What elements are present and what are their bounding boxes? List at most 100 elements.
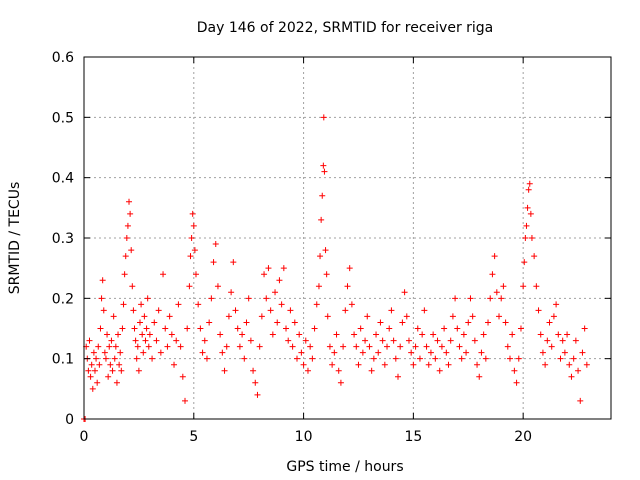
data-point (460, 331, 467, 338)
data-point (348, 301, 355, 308)
data-point (254, 391, 261, 398)
data-point (197, 325, 204, 332)
data-point (131, 325, 138, 332)
data-point (377, 319, 384, 326)
data-point (99, 277, 106, 284)
data-point (118, 367, 125, 374)
data-point (513, 379, 520, 386)
data-point (144, 295, 151, 302)
data-point (525, 186, 532, 193)
data-point (195, 301, 202, 308)
data-point (370, 355, 377, 362)
data-point (313, 301, 320, 308)
data-point (157, 349, 164, 356)
data-point (346, 265, 353, 272)
data-point (386, 325, 393, 332)
data-point (315, 283, 322, 290)
data-point (410, 361, 417, 368)
data-point (474, 361, 481, 368)
data-point (502, 319, 509, 326)
data-point (373, 331, 380, 338)
data-point (419, 331, 426, 338)
data-point (318, 216, 325, 223)
data-point (498, 295, 505, 302)
data-point (263, 295, 270, 302)
data-point (182, 397, 189, 404)
data-point (258, 313, 265, 320)
data-point (467, 295, 474, 302)
data-point (329, 361, 336, 368)
data-point (241, 355, 248, 362)
data-point (300, 361, 307, 368)
data-point (112, 343, 119, 350)
y-tick-label: 0.6 (52, 50, 74, 66)
x-tick-label: 0 (80, 429, 89, 445)
data-points (81, 114, 590, 422)
data-point (93, 355, 100, 362)
data-point (89, 385, 96, 392)
data-point (441, 325, 448, 332)
data-point (126, 198, 133, 205)
data-point (395, 373, 402, 380)
data-point (544, 337, 551, 344)
data-point (138, 301, 145, 308)
data-point (95, 343, 102, 350)
data-point (143, 325, 150, 332)
data-point (506, 355, 513, 362)
data-point (189, 210, 196, 217)
data-point (480, 331, 487, 338)
data-point (236, 343, 243, 350)
data-point (199, 349, 206, 356)
data-point (228, 289, 235, 296)
data-point (557, 355, 564, 362)
data-point (239, 331, 246, 338)
data-point (566, 361, 573, 368)
data-point (203, 355, 210, 362)
data-point (559, 337, 566, 344)
data-point (124, 222, 131, 229)
data-point (443, 349, 450, 356)
x-tick-label: 10 (295, 429, 313, 445)
data-point (326, 343, 333, 350)
data-point (528, 235, 535, 241)
data-point (452, 295, 459, 302)
data-point (319, 192, 326, 199)
data-point (173, 337, 180, 344)
data-point (364, 313, 371, 320)
data-point (425, 361, 432, 368)
data-point (247, 337, 254, 344)
y-tick-label: 0.4 (52, 171, 74, 187)
data-point (97, 325, 104, 332)
data-point (320, 114, 327, 121)
data-point (250, 367, 257, 374)
data-point (368, 367, 375, 374)
data-point (478, 349, 485, 356)
data-point (212, 241, 219, 248)
data-point (146, 331, 153, 338)
data-point (304, 367, 311, 374)
data-point (436, 367, 443, 374)
data-point (320, 162, 327, 169)
data-point (355, 361, 362, 368)
chart-title: Day 146 of 2022, SRMTID for receiver rig… (197, 20, 494, 36)
data-point (579, 349, 586, 356)
data-point (164, 343, 171, 350)
data-point (121, 271, 128, 278)
data-point (171, 361, 178, 368)
data-point (353, 343, 360, 350)
data-point (430, 331, 437, 338)
data-point (142, 337, 149, 344)
data-point (179, 373, 186, 380)
data-point (221, 367, 228, 374)
data-point (527, 210, 534, 217)
data-point (219, 349, 226, 356)
data-point (351, 331, 358, 338)
data-point (515, 355, 522, 362)
data-point (166, 313, 173, 320)
data-point (491, 253, 498, 260)
data-point (414, 325, 421, 332)
data-point (500, 283, 507, 290)
y-tick-label: 0 (65, 412, 74, 428)
data-point (232, 307, 239, 314)
data-point (184, 325, 191, 332)
